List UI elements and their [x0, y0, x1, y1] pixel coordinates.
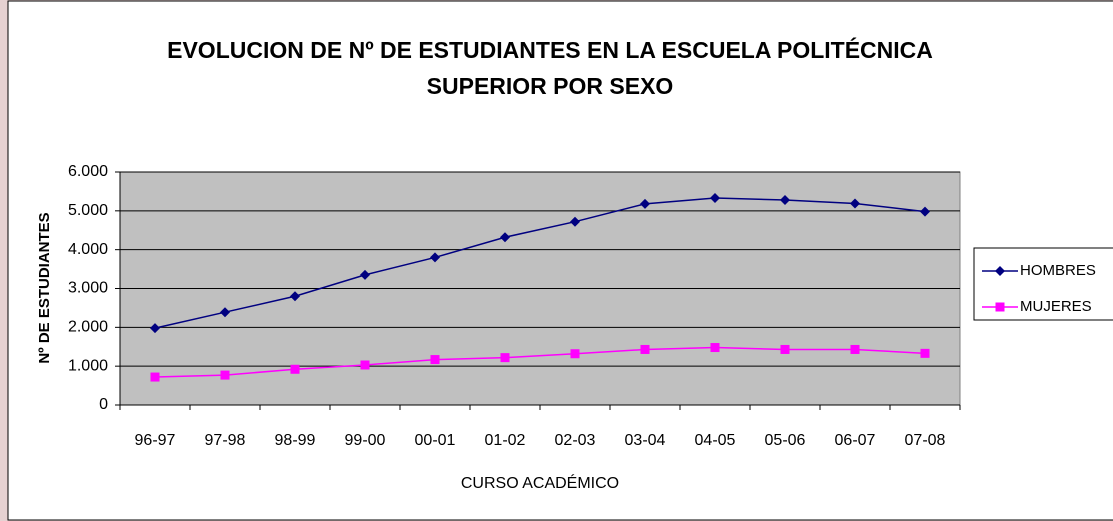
x-tick-label: 07-08: [905, 432, 946, 449]
y-tick-label: 1.000: [68, 357, 108, 374]
y-tick-label: 6.000: [68, 163, 108, 180]
y-tick-label: 4.000: [68, 241, 108, 258]
series-line: [154, 346, 926, 378]
marker: [500, 232, 510, 243]
x-tick-label: 05-06: [765, 432, 806, 449]
marker: [290, 291, 300, 302]
x-tick-label: 03-04: [625, 432, 666, 449]
x-tick-label: 98-99: [275, 432, 316, 449]
x-tick-label: 06-07: [835, 432, 876, 449]
marker: [995, 266, 1005, 276]
y-tick-label: 3.000: [68, 280, 108, 297]
marker: [780, 344, 790, 354]
x-tick-label: 02-03: [555, 432, 596, 449]
marker: [920, 206, 930, 217]
y-tick-label: 5.000: [68, 202, 108, 219]
chart-title: EVOLUCION DE Nº DE ESTUDIANTES EN LA ESC…: [167, 37, 933, 99]
marker: [360, 360, 370, 370]
x-tick-label: 00-01: [415, 432, 456, 449]
marker: [995, 302, 1005, 312]
marker: [430, 252, 440, 263]
marker: [850, 198, 860, 209]
marker: [850, 344, 860, 354]
marker: [640, 344, 650, 354]
y-tick-label: 2.000: [68, 319, 108, 336]
marker: [150, 372, 160, 382]
x-tick-label: 97-98: [205, 432, 246, 449]
legend-label: HOMBRES: [1020, 262, 1096, 279]
marker: [290, 364, 300, 374]
series-line: [154, 197, 926, 329]
marker: [710, 193, 720, 204]
x-tick-label: 99-00: [345, 432, 386, 449]
marker: [500, 353, 510, 363]
marker: [780, 194, 790, 205]
marker: [430, 355, 440, 365]
y-tick-label: 0: [99, 396, 108, 413]
marker: [920, 348, 930, 358]
x-tick-label: 04-05: [695, 432, 736, 449]
legend-label: MUJERES: [1020, 298, 1092, 315]
marker: [640, 198, 650, 209]
marker: [360, 269, 370, 280]
marker: [570, 216, 580, 227]
y-axis-label: Nº DE ESTUDIANTES: [36, 212, 53, 363]
x-tick-label: 96-97: [135, 432, 176, 449]
marker: [220, 307, 230, 318]
marker: [150, 323, 160, 334]
marker: [220, 370, 230, 380]
x-axis-label: CURSO ACADÉMICO: [461, 473, 619, 492]
marker: [710, 343, 720, 353]
marker: [570, 349, 580, 359]
x-tick-label: 01-02: [485, 432, 526, 449]
